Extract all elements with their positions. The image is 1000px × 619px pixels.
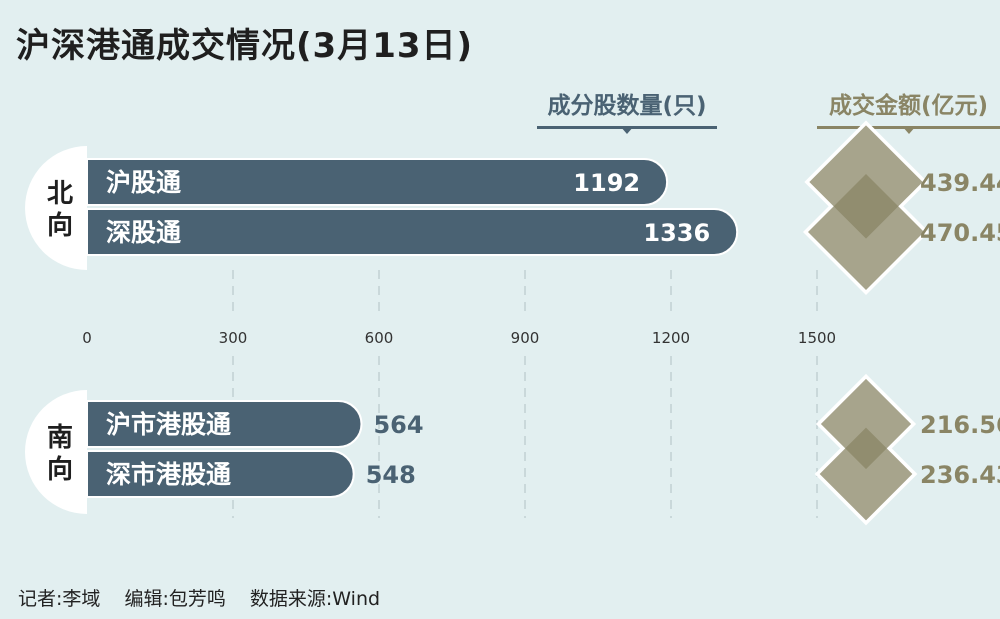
amount-diamond: [808, 174, 924, 290]
amount-diamond: [820, 378, 912, 470]
footer-reporter: 记者:李域: [18, 588, 101, 610]
bar-category-label: 沪市港股通: [106, 410, 231, 439]
bar-value-label: 564: [373, 411, 423, 439]
group-label-char: 北: [47, 179, 73, 209]
count-header-pointer: [620, 126, 634, 134]
amount-header-pointer: [901, 126, 916, 134]
amount-value-label: 470.45: [920, 219, 1000, 247]
group-label-char: 向: [47, 210, 73, 241]
bar: [86, 450, 355, 498]
bar: [86, 158, 669, 206]
bar-value-label: 548: [366, 461, 416, 489]
amount-value-label: 439.44: [920, 169, 1000, 197]
chart-title: 沪深港通成交情况(3月13日): [16, 26, 474, 66]
group-halfcircle: [25, 390, 87, 514]
count-column-label: 成分股数量(只): [547, 93, 707, 119]
x-tick-label: 900: [511, 329, 540, 347]
amount-column-label: 成交金额(亿元): [828, 93, 989, 119]
amount-diamond: [819, 427, 913, 521]
bar-category-label: 沪股通: [106, 168, 181, 197]
amount-value-label: 216.56: [920, 411, 1000, 439]
x-tick-label: 1200: [652, 329, 690, 347]
amount-value-label: 236.43: [920, 461, 1000, 489]
amount-column-header: 成交金额(亿元): [817, 86, 1000, 134]
footer-editor: 编辑:包芳鸣: [124, 588, 226, 610]
bar-category-label: 深股通: [106, 218, 181, 247]
bar: [86, 400, 363, 448]
group-label-char: 向: [47, 454, 73, 485]
x-tick-label: 600: [365, 329, 394, 347]
x-tick-label: 1500: [798, 329, 836, 347]
bar-category-label: 深市港股通: [106, 460, 231, 489]
group-halfcircle: [25, 146, 87, 270]
group-label-char: 南: [47, 423, 73, 453]
bar: [86, 208, 739, 256]
footer: 记者:李域 编辑:包芳鸣 数据来源:Wind: [18, 584, 398, 611]
x-tick-label: 0: [82, 329, 92, 347]
count-column-header: 成分股数量(只): [537, 86, 717, 134]
x-tick-label: 300: [219, 329, 248, 347]
footer-source: 数据来源:Wind: [249, 588, 381, 610]
bar-value-label: 1192: [573, 169, 640, 197]
bar-value-label: 1336: [643, 219, 710, 247]
